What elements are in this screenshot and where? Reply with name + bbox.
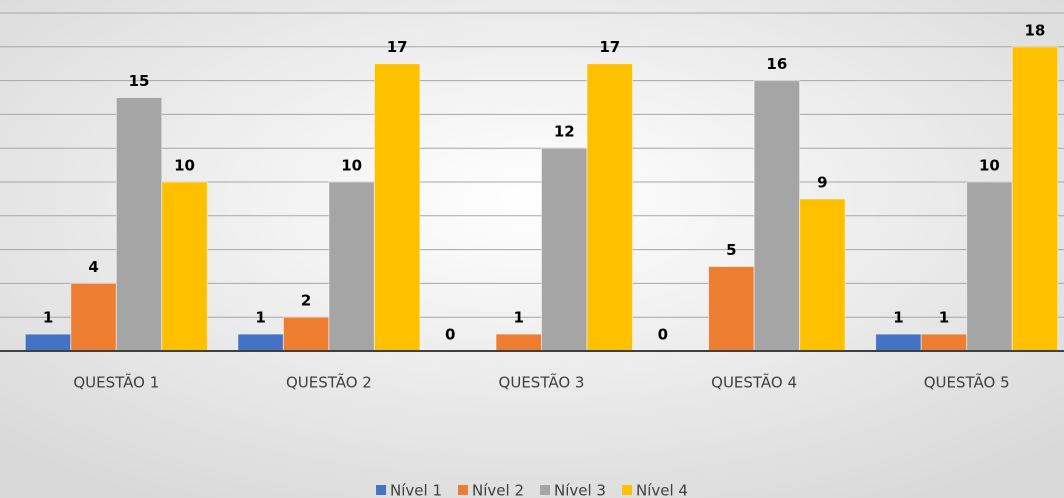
value-label: 18	[1025, 21, 1046, 39]
value-label: 10	[174, 157, 195, 175]
bar	[495, 333, 542, 352]
value-label: 16	[766, 55, 787, 73]
bar	[966, 181, 1013, 352]
value-label: 4	[88, 258, 98, 276]
x-tick-label: QUESTÃO 5	[924, 373, 1010, 392]
value-label: 9	[817, 173, 827, 191]
bar	[373, 63, 421, 352]
legend-swatch	[621, 485, 632, 495]
bar	[161, 181, 208, 352]
legend-swatch	[458, 485, 469, 495]
bar	[237, 333, 284, 352]
bar	[708, 266, 755, 352]
bar	[24, 333, 72, 352]
bar	[328, 181, 375, 352]
value-label: 1	[255, 309, 265, 327]
x-tick-label: QUESTÃO 1	[73, 373, 159, 392]
value-label: 12	[554, 123, 575, 141]
value-label: 17	[599, 38, 620, 56]
x-tick-label: QUESTÃO 2	[286, 373, 372, 392]
bar	[753, 80, 801, 352]
value-label: 0	[445, 326, 455, 344]
value-label: 5	[726, 241, 736, 259]
legend-label: Nível 3	[554, 482, 606, 498]
bar	[875, 333, 922, 352]
bar	[586, 63, 633, 352]
value-label: 10	[341, 157, 362, 175]
value-label: 1	[893, 309, 903, 327]
bar	[799, 198, 846, 352]
value-label: 10	[979, 157, 1000, 175]
legend-label: Nível 1	[390, 482, 442, 498]
legend-label: Nível 4	[636, 482, 688, 498]
value-label: 17	[387, 38, 408, 56]
value-label: 2	[301, 292, 311, 310]
legend-swatch	[376, 485, 387, 495]
value-label: 1	[43, 309, 53, 327]
bar	[1011, 46, 1059, 352]
x-tick-label: QUESTÃO 4	[711, 373, 797, 392]
value-label: 15	[129, 72, 150, 90]
bar	[70, 282, 117, 352]
legend-swatch	[540, 485, 550, 495]
value-label: 0	[658, 326, 668, 344]
bar	[115, 97, 163, 352]
value-label: 1	[939, 309, 949, 327]
bar	[282, 316, 330, 352]
bar	[920, 333, 968, 352]
x-tick-label: QUESTÃO 3	[499, 373, 585, 392]
legend-label: Nível 2	[472, 482, 524, 498]
bar	[541, 147, 588, 352]
value-label: 1	[514, 309, 524, 327]
